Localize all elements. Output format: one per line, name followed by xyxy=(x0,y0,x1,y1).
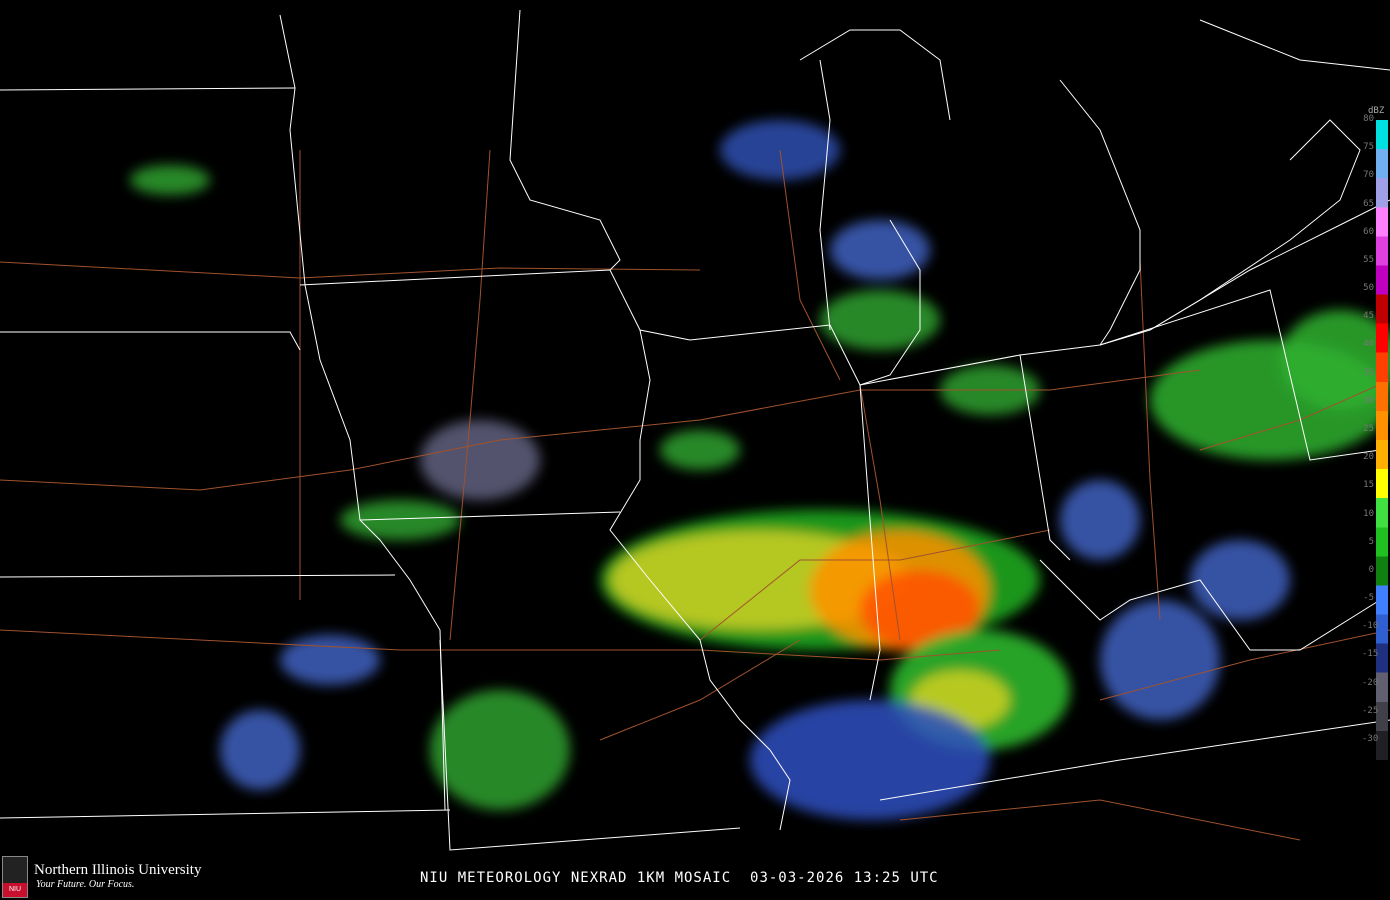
state-boundary xyxy=(0,331,301,351)
reflectivity-color-bar xyxy=(1376,120,1388,760)
state-boundary xyxy=(439,639,741,851)
state-boundary xyxy=(1099,289,1381,461)
legend-label: 60 xyxy=(1363,226,1374,237)
legend-label: 80 xyxy=(1363,114,1374,124)
state-boundary xyxy=(1019,344,1101,356)
state-boundary xyxy=(279,14,306,286)
caption-date: 03-03-2026 xyxy=(750,870,845,886)
map-caption: NIU METEOROLOGY NEXRAD 1KM MOSAIC 03-03-… xyxy=(420,870,939,886)
state-boundary xyxy=(859,354,1071,561)
legend-label: 5 xyxy=(1368,536,1374,547)
state-boundary xyxy=(299,269,691,341)
echo-area xyxy=(1060,480,1140,560)
state-boundary xyxy=(0,574,396,578)
legend-label: 65 xyxy=(1363,198,1374,209)
caption-time: 13:25 UTC xyxy=(853,870,939,886)
highway xyxy=(449,149,491,641)
legend-label: 50 xyxy=(1363,283,1374,294)
state-boundary xyxy=(1199,19,1390,71)
state-boundary xyxy=(1039,559,1381,651)
state-boundary xyxy=(304,284,621,521)
legend-label: -15 xyxy=(1362,649,1379,660)
echo-area xyxy=(660,430,740,470)
echo-area xyxy=(1100,600,1220,720)
legend-label: 30 xyxy=(1363,395,1374,406)
logo-name: Northern Illinois University xyxy=(34,862,202,878)
highway xyxy=(0,629,1001,661)
legend-label: 70 xyxy=(1363,170,1374,181)
highway xyxy=(1099,629,1390,701)
legend-label: 35 xyxy=(1363,367,1374,378)
echo-area xyxy=(860,570,980,650)
seal-text: NIU xyxy=(3,883,27,897)
niu-seal-icon: NIU xyxy=(2,856,28,898)
radar-echoes xyxy=(130,120,1390,820)
state-boundary xyxy=(359,519,446,811)
logo-tagline: Your Future. Our Focus. xyxy=(36,879,135,890)
legend-label: 15 xyxy=(1363,480,1374,491)
legend-label: 0 xyxy=(1368,564,1374,575)
legend-label: -5 xyxy=(1363,593,1374,604)
state-boundary xyxy=(1099,199,1390,346)
legend-label: -10 xyxy=(1362,621,1379,632)
legend-label: 10 xyxy=(1363,508,1374,519)
echo-area xyxy=(820,290,940,350)
highway xyxy=(1139,259,1161,621)
state-boundary xyxy=(509,9,621,271)
legend-label: 75 xyxy=(1363,142,1374,153)
highway xyxy=(859,384,901,641)
state-boundary xyxy=(799,29,951,121)
highway xyxy=(899,799,1301,841)
highway xyxy=(1199,379,1390,451)
legend-label: 40 xyxy=(1363,339,1374,350)
state-boundary xyxy=(0,809,451,819)
highway xyxy=(779,149,841,381)
state-boundary xyxy=(859,219,921,386)
highway xyxy=(0,261,701,279)
state-boundary xyxy=(879,719,1390,801)
legend-label: 25 xyxy=(1363,424,1374,434)
highway xyxy=(699,529,1051,641)
legend-label: 55 xyxy=(1363,254,1374,265)
echo-area xyxy=(220,710,300,790)
echo-area xyxy=(750,700,990,820)
state-boundary xyxy=(1149,119,1361,331)
echo-area xyxy=(420,420,540,500)
state-boundary xyxy=(1059,79,1141,346)
echo-area xyxy=(1190,540,1290,620)
legend-label: 20 xyxy=(1363,452,1374,463)
legend-label: -25 xyxy=(1362,705,1379,716)
state-boundary xyxy=(689,324,861,386)
state-boundary xyxy=(819,59,831,331)
niu-logo: NIU Northern Illinois University Your Fu… xyxy=(2,856,201,898)
state-boundary xyxy=(0,87,296,91)
caption-product: NIU METEOROLOGY NEXRAD 1KM MOSAIC xyxy=(420,870,732,886)
echo-area xyxy=(830,220,930,280)
highway xyxy=(0,369,1201,491)
echo-area xyxy=(280,635,380,685)
legend-label: -30 xyxy=(1362,734,1379,744)
echo-area xyxy=(130,165,210,195)
echo-area xyxy=(1280,310,1390,410)
echo-area xyxy=(430,690,570,810)
highway-lines xyxy=(0,149,1390,841)
legend-label: 45 xyxy=(1363,311,1374,322)
state-boundary xyxy=(859,384,881,701)
legend-unit: dBZ xyxy=(1368,106,1385,116)
highway xyxy=(599,639,801,741)
state-boundaries xyxy=(0,9,1390,851)
state-boundary xyxy=(609,329,791,831)
legend-label: -20 xyxy=(1362,677,1379,688)
